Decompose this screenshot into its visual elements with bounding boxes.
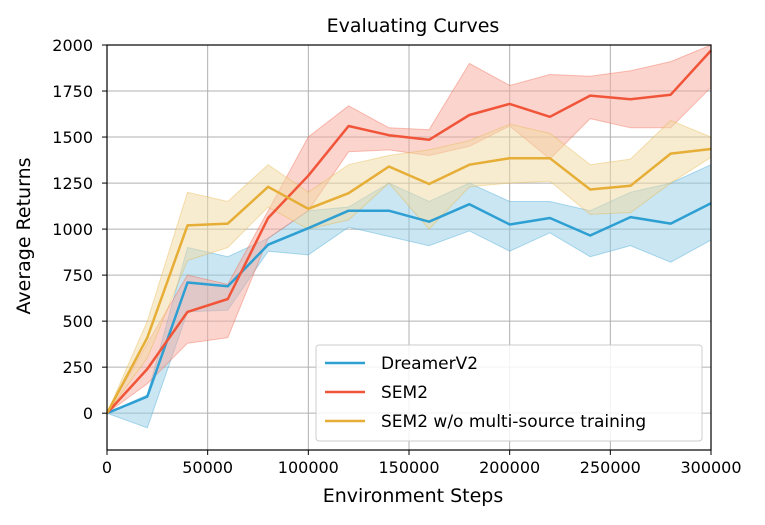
sem2-w-o-multi-source-training-line [105,147,712,414]
legend-label-sem2: SEM2 [381,383,428,403]
x-tick-label: 50000 [182,458,233,477]
y-axis-title: Average Returns [13,157,35,314]
sem2-line [106,49,712,415]
y-tick-label: 1750 [52,82,93,101]
y-tick-label: 1500 [52,128,93,147]
x-axis: 0 50000 100000 150000 200000 250000 300000 [102,450,742,477]
x-axis-title: Environment Steps [323,485,504,507]
x-tick-label: 0 [102,458,112,477]
legend-label-sem2-w-o-multi-source-training: SEM2 w/o multi-source training [381,412,646,432]
x-tick-label: 200000 [479,458,540,477]
x-tick-label: 150000 [378,458,439,477]
y-tick-label: 750 [62,266,93,285]
y-axis: 0 250 500 750 1000 1250 1500 1750 2000 [52,36,107,423]
legend: DreamerV2 SEM2 SEM2 w/o multi-source train… [315,344,703,442]
x-tick-label: 300000 [680,458,741,477]
x-tick-label: 250000 [580,458,641,477]
legend-frame [315,344,703,442]
legend-label-dreamerv2: DreamerV2 [381,354,478,374]
series-lines [105,49,712,415]
y-tick-label: 1000 [52,220,93,239]
y-tick-label: 0 [83,404,93,423]
x-tick-label: 100000 [278,458,339,477]
y-tick-label: 500 [62,312,93,331]
chart-title: Evaluating Curves [327,15,500,37]
dreamerv2-line [106,202,712,415]
y-tick-label: 250 [62,358,93,377]
y-tick-label: 2000 [52,36,93,55]
y-tick-label: 1250 [52,174,93,193]
